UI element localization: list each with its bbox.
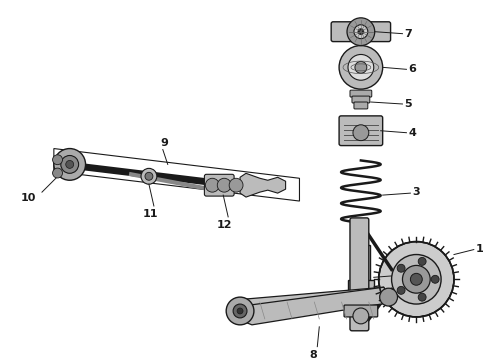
Circle shape: [431, 275, 439, 283]
Text: 12: 12: [217, 220, 232, 230]
Circle shape: [52, 168, 63, 178]
Circle shape: [52, 155, 63, 165]
FancyBboxPatch shape: [352, 96, 370, 103]
Text: 9: 9: [161, 138, 169, 148]
Text: 7: 7: [404, 29, 412, 39]
Circle shape: [217, 178, 231, 192]
FancyBboxPatch shape: [354, 102, 368, 109]
FancyBboxPatch shape: [348, 280, 374, 308]
Text: 6: 6: [408, 64, 416, 74]
Circle shape: [347, 18, 375, 46]
Circle shape: [355, 62, 367, 73]
Text: 11: 11: [143, 209, 159, 219]
Circle shape: [397, 287, 405, 294]
Polygon shape: [242, 287, 393, 325]
Circle shape: [205, 178, 219, 192]
Text: 10: 10: [21, 193, 36, 203]
Text: 5: 5: [404, 99, 412, 109]
Circle shape: [141, 168, 157, 184]
Circle shape: [418, 293, 426, 301]
Circle shape: [237, 308, 243, 314]
Polygon shape: [235, 287, 393, 319]
Circle shape: [380, 288, 397, 306]
Circle shape: [145, 172, 153, 180]
Circle shape: [348, 54, 374, 80]
Circle shape: [353, 125, 369, 141]
Circle shape: [353, 308, 369, 324]
Circle shape: [226, 297, 254, 325]
Circle shape: [358, 29, 364, 35]
Circle shape: [54, 149, 86, 180]
Text: 1: 1: [476, 244, 484, 253]
FancyBboxPatch shape: [350, 218, 369, 331]
Circle shape: [392, 255, 441, 304]
Circle shape: [354, 25, 368, 39]
Circle shape: [233, 304, 247, 318]
Circle shape: [61, 156, 78, 173]
Circle shape: [379, 242, 454, 317]
Circle shape: [418, 257, 426, 265]
Circle shape: [411, 273, 422, 285]
FancyBboxPatch shape: [352, 245, 370, 282]
FancyBboxPatch shape: [339, 116, 383, 145]
FancyBboxPatch shape: [344, 305, 378, 317]
Text: 4: 4: [408, 128, 416, 138]
FancyBboxPatch shape: [331, 22, 391, 42]
Text: 3: 3: [413, 187, 420, 197]
Text: 2: 2: [415, 268, 422, 278]
FancyBboxPatch shape: [204, 174, 234, 196]
Text: 8: 8: [310, 350, 317, 360]
Circle shape: [397, 264, 405, 272]
Circle shape: [66, 161, 74, 168]
Circle shape: [402, 265, 430, 293]
FancyBboxPatch shape: [350, 90, 372, 97]
Circle shape: [229, 178, 243, 192]
Polygon shape: [240, 173, 286, 197]
Circle shape: [339, 46, 383, 89]
